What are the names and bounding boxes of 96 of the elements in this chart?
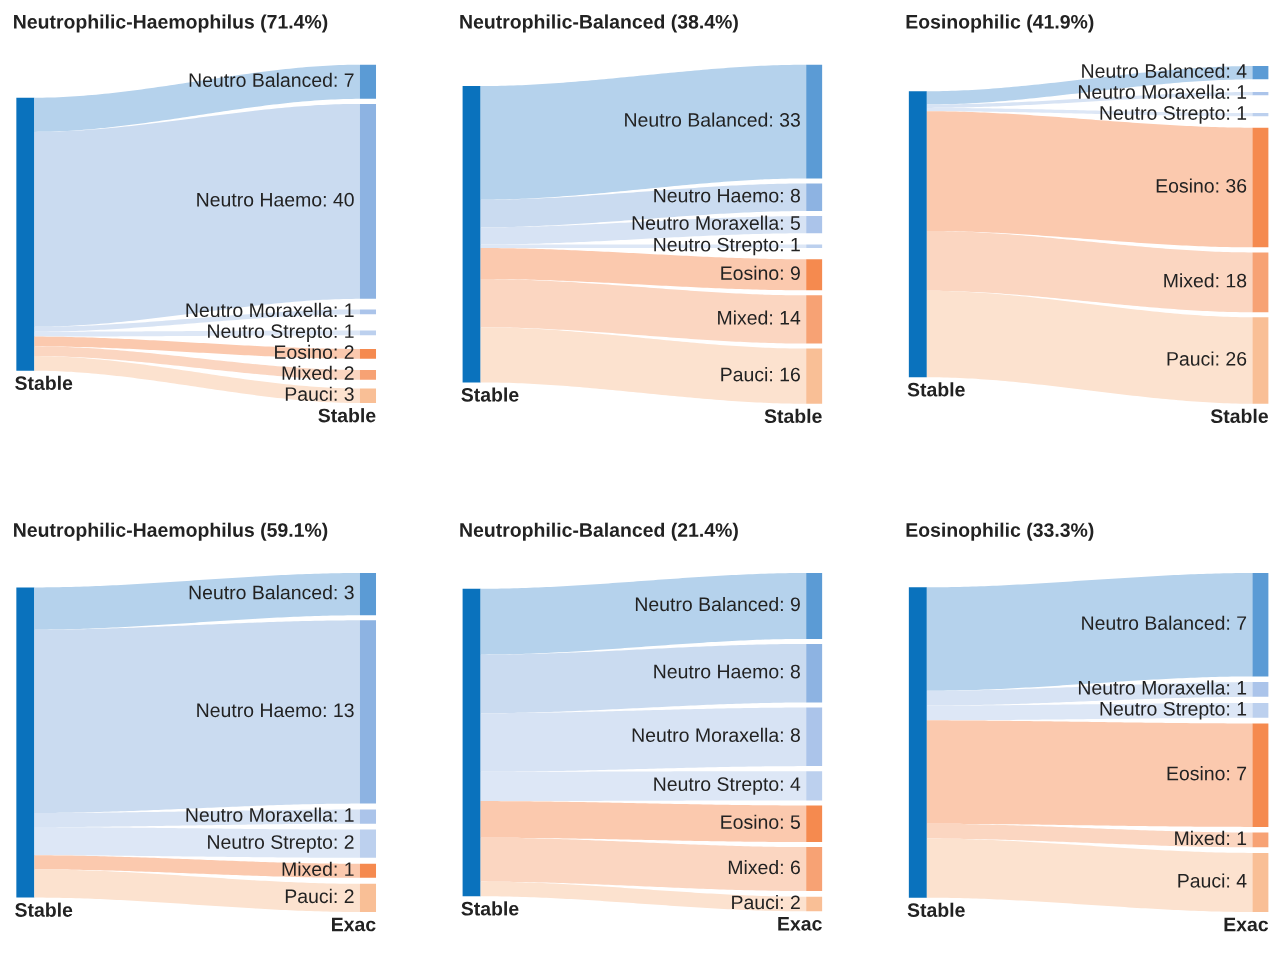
data-label: : 3 [334, 585, 354, 600]
data-label: : 2 [334, 345, 354, 359]
series-label: Stable [461, 387, 519, 402]
category-label: Eosino [721, 814, 779, 829]
text: Exac [332, 917, 376, 932]
category-label: Neutro Strepto [208, 835, 333, 853]
data-label: : 16 [770, 367, 800, 382]
category-label: Pauci [285, 888, 332, 904]
category-label: Eosino [1156, 178, 1214, 193]
data-label: : 13 [323, 703, 354, 718]
category-label: Neutro Moraxella [1078, 680, 1226, 695]
data-label: : 1 [334, 862, 354, 876]
category-label: Eosino [1167, 766, 1225, 781]
data-label: : 1 [1227, 85, 1247, 99]
data-label: : 1 [1227, 106, 1247, 120]
data-label: : 1 [334, 808, 354, 822]
category-label: Neutro Moraxella [1078, 84, 1226, 99]
data-label: : 40 [323, 192, 354, 207]
text: Neutrophilic-Balanced (38.4%) [460, 14, 738, 33]
series-label: Stable [907, 902, 965, 917]
category-label: Neutro Strepto [1100, 106, 1225, 124]
text: Stable [1210, 408, 1268, 424]
data-label: : 2 [334, 889, 354, 903]
series-label: Stable [15, 375, 73, 391]
data-label: : 2 [780, 895, 800, 910]
category-label: Mixed [1164, 273, 1214, 288]
data-label: : 8 [780, 728, 800, 743]
category-label: Neutro Haemo [654, 664, 779, 679]
category-label: Neutro Strepto [654, 237, 779, 256]
text: Exac [1224, 917, 1269, 932]
data-label: : 1 [334, 324, 354, 338]
text: Stable [764, 408, 822, 424]
data-label: : 26 [1216, 351, 1247, 366]
category-label: Eosino [275, 344, 333, 360]
data-label: : 36 [1216, 178, 1247, 193]
category-label: Neutro Moraxella [186, 302, 333, 318]
data-label: : 2 [334, 835, 354, 849]
data-label: : 4 [1227, 874, 1247, 888]
category-label: Mixed [728, 860, 778, 875]
data-label: : 3 [334, 387, 354, 401]
series-label: Stable [907, 382, 965, 397]
data-label: : 14 [770, 311, 801, 325]
data-label: : 1 [1227, 831, 1247, 845]
series-label: Stable [15, 902, 73, 917]
category-label: Neutro Moraxella [632, 727, 780, 743]
category-label: Mixed [282, 861, 332, 877]
category-label: Neutro Haemo [197, 703, 322, 718]
data-label: : 18 [1216, 273, 1247, 288]
data-label: : 7 [1227, 616, 1247, 630]
category-label: Neutro Moraxella [186, 807, 333, 822]
category-label: Mixed [1175, 830, 1225, 846]
text: Neutrophilic-Haemophilus (71.4%) [14, 14, 328, 33]
data-label: : 9 [780, 597, 800, 612]
data-label: : 8 [780, 664, 800, 679]
data-label: : 5 [780, 815, 800, 829]
category-label: Pauci [285, 386, 332, 401]
data-label: : 1 [1227, 681, 1247, 695]
data-label: : 5 [780, 216, 800, 230]
data-label: : 4 [1227, 64, 1247, 78]
category-label: Neutro Strepto [654, 777, 779, 795]
data-label: : 8 [780, 188, 800, 203]
data-label: : 1 [780, 237, 800, 252]
data-label: : 9 [780, 266, 800, 281]
text: Exac [778, 917, 822, 931]
category-label: Neutro Balanced [1082, 63, 1225, 78]
category-label: Neutro Balanced [189, 585, 332, 600]
data-label: : 1 [334, 303, 354, 317]
category-label: Pauci [1178, 873, 1225, 888]
category-label: Neutro Strepto [1100, 701, 1225, 720]
data-label: : 7 [1227, 766, 1247, 781]
text: Eosinophilic (41.9%) [906, 14, 1094, 33]
category-label: Pauci [721, 367, 768, 382]
category-label: Neutro Haemo [197, 193, 322, 207]
category-label: Neutro Balanced [625, 112, 768, 127]
text: Stable [318, 408, 376, 423]
data-label: : 1 [1227, 702, 1247, 716]
data-label: : 2 [334, 366, 354, 380]
category-label: Neutro Balanced [189, 72, 332, 88]
category-label: Neutro Balanced [1082, 615, 1225, 630]
category-label: Mixed [718, 310, 768, 325]
text: Neutrophilic-Haemophilus (59.1%) [14, 522, 328, 541]
data-label: : 7 [334, 73, 354, 87]
category-label: Neutro Strepto [208, 324, 333, 342]
text: Eosinophilic (33.3%) [906, 522, 1094, 541]
text: Neutrophilic-Balanced (21.4%) [460, 522, 738, 541]
category-label: Neutro Balanced [635, 596, 778, 612]
category-label: Pauci [1167, 351, 1214, 366]
data-label: : 6 [780, 860, 800, 875]
data-label: : 4 [780, 777, 801, 791]
category-label: Neutro Moraxella [632, 215, 780, 230]
category-label: Mixed [282, 365, 332, 381]
category-label: Pauci [732, 894, 778, 910]
category-label: Neutro Haemo [654, 188, 779, 203]
data-label: : 33 [770, 113, 800, 127]
category-label: Eosino [721, 265, 779, 281]
series-label: Stable [461, 901, 519, 916]
